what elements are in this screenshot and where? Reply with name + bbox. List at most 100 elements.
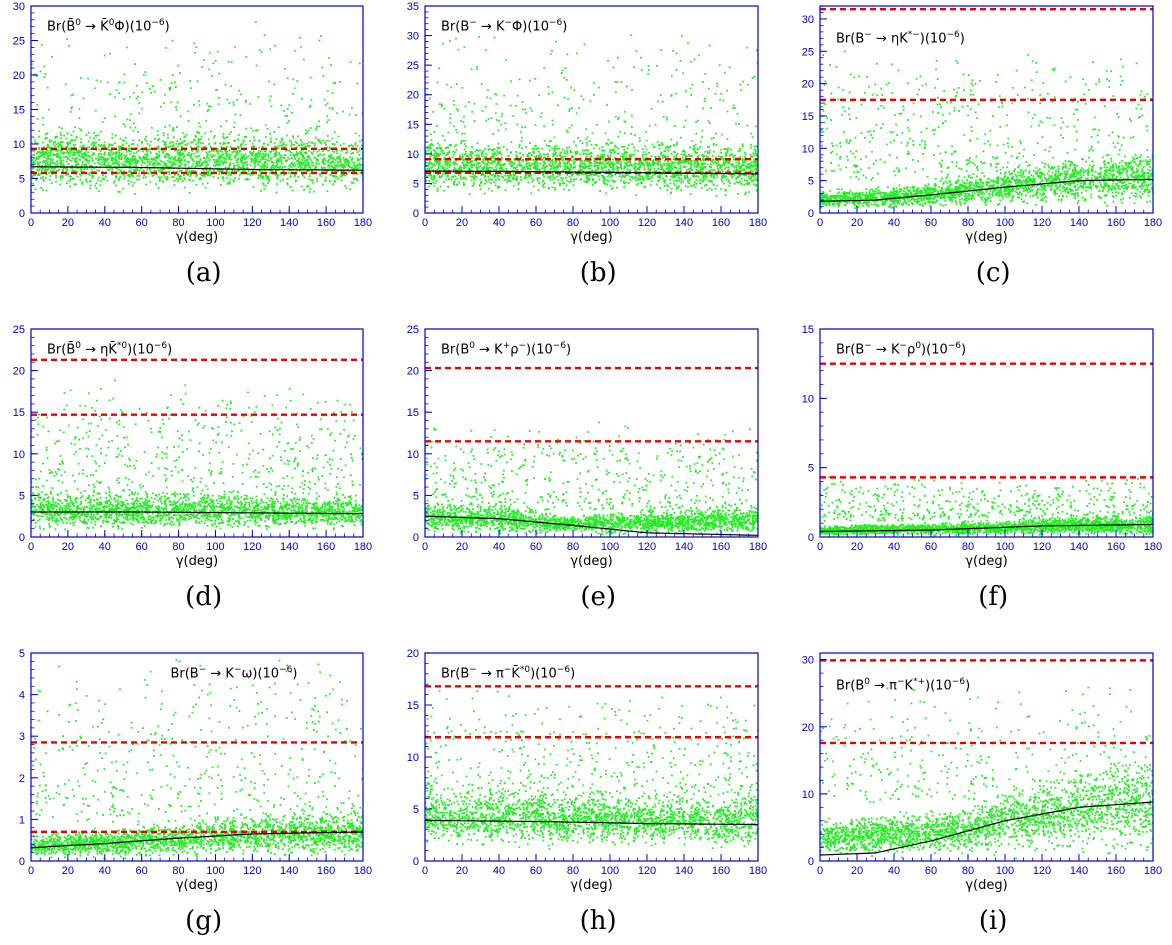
- data-point: [181, 152, 184, 155]
- data-point: [460, 120, 463, 122]
- data-point: [555, 148, 557, 151]
- data-point: [73, 146, 76, 149]
- data-point: [470, 68, 473, 71]
- data-point: [242, 167, 245, 169]
- data-point: [635, 173, 637, 176]
- data-point: [681, 156, 684, 159]
- data-point: [747, 175, 750, 177]
- data-point: [340, 179, 343, 182]
- data-point: [86, 155, 89, 158]
- data-point: [233, 165, 236, 167]
- data-point: [743, 161, 746, 163]
- data-point: [462, 156, 464, 158]
- data-point: [49, 154, 52, 157]
- data-point: [432, 174, 435, 177]
- data-point: [701, 154, 704, 156]
- data-point: [213, 149, 215, 152]
- data-point: [604, 160, 606, 162]
- data-point: [469, 165, 472, 168]
- data-point: [556, 155, 559, 157]
- data-point: [291, 189, 294, 192]
- data-point: [243, 155, 245, 158]
- data-point: [535, 155, 538, 157]
- data-point: [38, 148, 41, 151]
- data-point: [718, 64, 721, 67]
- data-point: [485, 165, 488, 167]
- data-point: [98, 156, 101, 159]
- data-point: [490, 155, 493, 158]
- data-point: [674, 125, 676, 127]
- data-point: [236, 170, 239, 172]
- data-point: [347, 170, 350, 173]
- data-point: [213, 154, 216, 157]
- data-point: [142, 169, 145, 172]
- data-point: [612, 158, 614, 161]
- data-point: [634, 175, 637, 178]
- data-point: [38, 164, 41, 167]
- data-point: [733, 170, 736, 173]
- data-point: [282, 169, 285, 172]
- data-point: [293, 162, 296, 165]
- data-point: [638, 160, 640, 163]
- data-point: [69, 177, 72, 180]
- data-point: [681, 35, 683, 38]
- data-point: [104, 175, 107, 178]
- data-point: [735, 181, 738, 184]
- data-point: [698, 163, 701, 165]
- data-point: [67, 163, 70, 165]
- data-point: [296, 154, 299, 156]
- data-point: [512, 163, 515, 166]
- data-point: [86, 146, 88, 149]
- data-point: [219, 160, 222, 163]
- data-point: [193, 152, 196, 155]
- data-point: [753, 183, 756, 186]
- data-point: [175, 142, 178, 145]
- data-point: [78, 149, 80, 152]
- data-point: [129, 119, 132, 122]
- data-point: [298, 144, 301, 147]
- data-point: [701, 173, 704, 175]
- data-point: [359, 140, 361, 143]
- data-point: [41, 160, 44, 163]
- data-point: [693, 160, 695, 163]
- data-point: [294, 174, 296, 176]
- data-point: [429, 133, 432, 135]
- data-point: [112, 157, 115, 160]
- data-point: [754, 177, 757, 180]
- data-point: [132, 165, 135, 168]
- data-point: [622, 155, 624, 158]
- data-point: [300, 46, 302, 49]
- data-point: [645, 156, 648, 159]
- data-point: [427, 165, 430, 168]
- data-point: [303, 188, 305, 191]
- data-point: [670, 175, 673, 178]
- data-point: [497, 162, 500, 165]
- data-point: [710, 166, 712, 168]
- data-point: [134, 63, 136, 65]
- data-point: [691, 155, 693, 157]
- data-point: [52, 167, 55, 170]
- data-point: [138, 102, 141, 104]
- data-point: [345, 187, 348, 189]
- data-point: [693, 181, 696, 184]
- data-point: [228, 157, 231, 160]
- data-point: [661, 100, 664, 103]
- data-point: [228, 149, 231, 151]
- data-point: [724, 148, 727, 150]
- data-point: [306, 132, 308, 134]
- data-point: [160, 176, 163, 178]
- data-point: [285, 144, 287, 147]
- data-point: [123, 154, 125, 157]
- data-point: [533, 166, 536, 169]
- data-point: [434, 164, 436, 167]
- data-point: [240, 167, 243, 169]
- data-point: [471, 164, 474, 166]
- data-point: [356, 151, 359, 154]
- data-point: [522, 154, 524, 157]
- data-point: [736, 112, 739, 115]
- data-point: [32, 163, 35, 166]
- data-point: [544, 169, 546, 172]
- data-point: [182, 140, 185, 143]
- data-point: [166, 159, 169, 162]
- data-point: [225, 158, 228, 160]
